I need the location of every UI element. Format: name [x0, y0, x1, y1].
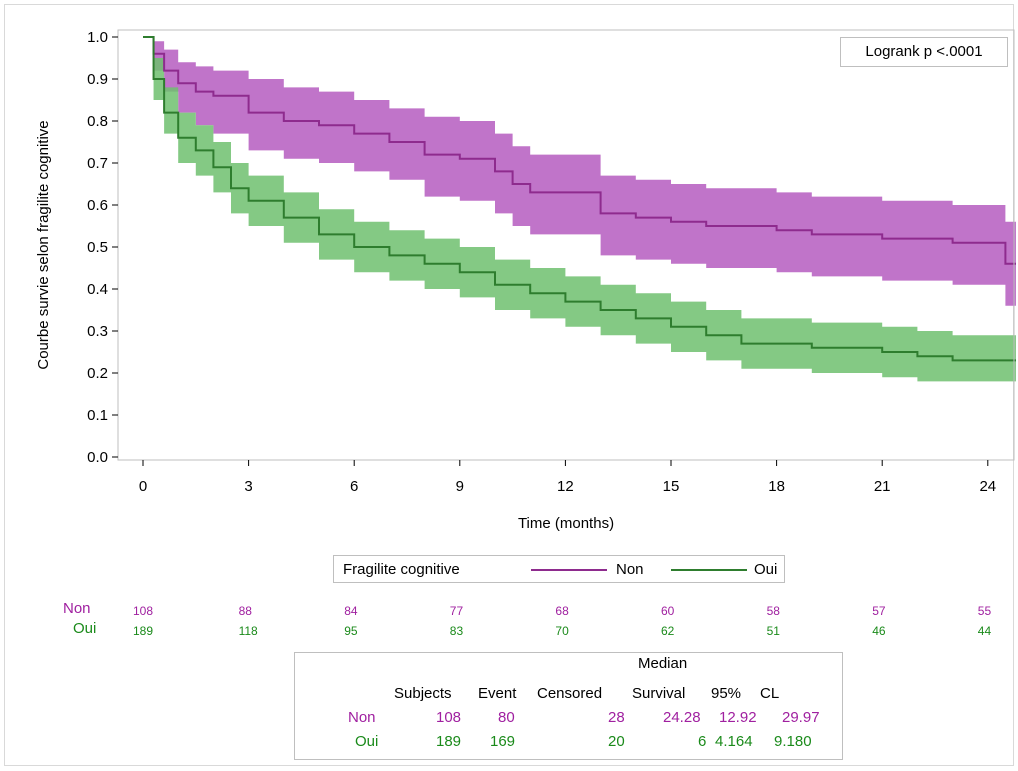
row-non-label: Non — [348, 709, 376, 726]
y-tick-label: 0.2 — [87, 365, 108, 382]
y-tick-label: 0.5 — [87, 239, 108, 256]
risk-non-value: 77 — [449, 604, 464, 618]
row-oui-event: 169 — [490, 733, 516, 750]
risk-non-value: 88 — [238, 604, 252, 618]
y-tick-label: 0.8 — [87, 113, 108, 130]
row-oui-label: Oui — [355, 733, 379, 750]
header-cl: CL — [760, 685, 780, 702]
risk-oui-value: 83 — [449, 624, 464, 638]
x-tick-label: 18 — [768, 478, 785, 495]
logrank-annotation: Logrank p <.0001 — [840, 37, 1008, 67]
risk-non-value: 58 — [766, 604, 780, 618]
risk-oui-value: 189 — [133, 624, 154, 638]
row-oui-censored: 20 — [608, 733, 625, 750]
y-axis: 0.0 0.1 0.2 0.3 0.4 0.5 0.6 0.7 0.8 0.9 1.0 — [87, 29, 118, 466]
confidence-bands — [143, 37, 1016, 382]
header-95: 95% — [711, 685, 742, 702]
band-oui — [143, 37, 1016, 382]
risk-non-value: 57 — [872, 604, 886, 618]
risk-label-oui: Oui — [73, 620, 97, 637]
x-tick-label: 21 — [874, 478, 891, 495]
risk-oui-value: 62 — [661, 624, 675, 638]
row-oui-median: 6 — [698, 733, 707, 750]
x-tick-label: 12 — [557, 478, 574, 495]
header-event: Event — [478, 685, 517, 702]
risk-oui-value: 44 — [977, 624, 992, 638]
header-censored: Censored — [537, 685, 603, 702]
risk-oui-value: 95 — [344, 624, 358, 638]
risk-oui-value: 51 — [766, 624, 780, 638]
row-oui-cl-high: 9.180 — [774, 733, 812, 750]
risk-non-value: 60 — [661, 604, 675, 618]
risk-non-value: 55 — [977, 604, 992, 618]
risk-non-value: 68 — [555, 604, 569, 618]
x-tick-label: 6 — [350, 478, 358, 495]
y-tick-label: 0.1 — [87, 407, 108, 424]
row-non-event: 80 — [498, 709, 515, 726]
y-tick-label: 0.3 — [87, 323, 108, 340]
risk-label-non: Non — [63, 600, 91, 617]
risk-oui-value: 118 — [238, 624, 258, 638]
curve-oui — [143, 36, 1016, 362]
row-non-cl-high: 29.97 — [782, 709, 820, 726]
y-tick-label: 1.0 — [87, 29, 108, 46]
x-tick-label: 3 — [244, 478, 252, 495]
row-oui-cl-low: 4.164 — [715, 733, 753, 750]
row-non-median: 24.28 — [663, 709, 701, 726]
x-tick-label: 24 — [979, 478, 996, 495]
risk-non-value: 84 — [344, 604, 358, 618]
curve-non — [143, 36, 1016, 265]
y-tick-label: 0.0 — [87, 449, 108, 466]
x-tick-label: 9 — [456, 478, 464, 495]
band-non — [143, 37, 1016, 306]
row-oui-subjects: 189 — [436, 733, 462, 750]
legend-oui-label: Oui — [754, 561, 778, 578]
risk-non-value: 108 — [133, 604, 154, 618]
y-tick-label: 0.4 — [87, 281, 108, 298]
header-subjects: Subjects — [394, 685, 452, 702]
row-non-subjects: 108 — [436, 709, 462, 726]
y-tick-label: 0.6 — [87, 197, 108, 214]
legend-title: Fragilite cognitive — [343, 561, 460, 578]
survival-curves — [143, 36, 1016, 362]
row-non-censored: 28 — [608, 709, 625, 726]
survival-chart: 0.0 0.1 0.2 0.3 0.4 0.5 0.6 0.7 0.8 0.9 1.0 0 3 6 9 12… — [35, 29, 1016, 532]
plot-area-border — [117, 29, 1015, 461]
x-axis: 0 3 6 9 12 15 18 21 24 — [139, 460, 996, 495]
legend: Fragilite cognitive Non Oui — [333, 555, 785, 583]
x-tick-label: 0 — [139, 478, 147, 495]
risk-oui-value: 46 — [872, 624, 886, 638]
legend-oui-line — [671, 569, 747, 571]
y-tick-label: 0.7 — [87, 155, 108, 172]
row-non-cl-low: 12.92 — [719, 709, 757, 726]
y-tick-label: 0.9 — [87, 71, 108, 88]
x-tick-label: 15 — [663, 478, 680, 495]
legend-non-line — [531, 569, 607, 571]
header-median: Median — [638, 655, 688, 672]
risk-oui-value: 70 — [555, 624, 569, 638]
summary-stats-table: Median Subjects Event Censored Survival … — [294, 652, 843, 760]
y-axis-label: Courbe survie selon fragilite cognitive — [35, 120, 52, 369]
header-survival: Survival — [632, 685, 686, 702]
legend-non-label: Non — [616, 561, 644, 578]
x-axis-label: Time (months) — [518, 515, 614, 532]
